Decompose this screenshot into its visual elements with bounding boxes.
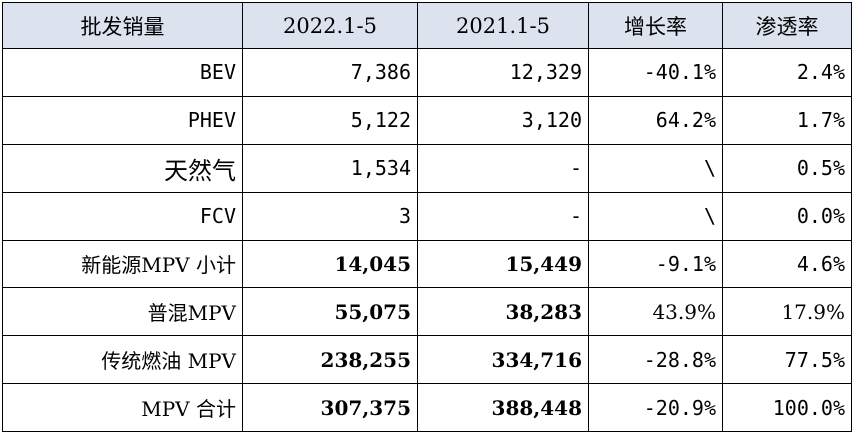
cell-growth: -20.9% <box>588 383 723 432</box>
cell-growth: -28.8% <box>588 335 723 385</box>
cell-2022: 3 <box>242 191 418 241</box>
header-2022: 2022.1-5 <box>242 2 418 49</box>
cell-penetration: 1.7% <box>722 95 852 145</box>
table-row: PHEV 5,122 3,120 64.2% 1.7% <box>2 95 852 145</box>
cell-growth: -40.1% <box>588 48 723 97</box>
cell-2022: 1,534 <box>242 143 418 193</box>
cell-2022: 7,386 <box>242 48 418 97</box>
cell-2022: 307,375 <box>242 383 418 432</box>
row-label: 新能源MPV 小计 <box>2 239 243 289</box>
header-category: 批发销量 <box>2 2 243 49</box>
row-label: 普混MPV <box>2 287 243 337</box>
row-label: 天然气 <box>2 143 243 193</box>
cell-penetration: 2.4% <box>722 48 852 97</box>
table-row: 普混MPV 55,075 38,283 43.9% 17.9% <box>2 287 852 337</box>
cell-2021: 12,329 <box>417 48 589 97</box>
header-2021: 2021.1-5 <box>417 2 589 49</box>
cell-penetration: 4.6% <box>722 239 852 289</box>
cell-penetration: 0.5% <box>722 143 852 193</box>
cell-2021: 3,120 <box>417 95 589 145</box>
row-label: PHEV <box>2 95 243 145</box>
row-label: 传统燃油 MPV <box>2 335 243 385</box>
cell-penetration: 0.0% <box>722 191 852 241</box>
cell-2022: 238,255 <box>242 335 418 385</box>
cell-2022: 55,075 <box>242 287 418 337</box>
table-row: 天然气 1,534 - \ 0.5% <box>2 143 852 193</box>
cell-2021: 334,716 <box>417 335 589 385</box>
cell-growth: 64.2% <box>588 95 723 145</box>
header-row: 批发销量 2022.1-5 2021.1-5 增长率 渗透率 <box>2 2 852 49</box>
cell-2021: - <box>417 143 589 193</box>
table-row: FCV 3 - \ 0.0% <box>2 191 852 241</box>
cell-growth: -9.1% <box>588 239 723 289</box>
cell-penetration: 100.0% <box>722 383 852 432</box>
table-row: 新能源MPV 小计 14,045 15,449 -9.1% 4.6% <box>2 239 852 289</box>
cell-2021: - <box>417 191 589 241</box>
row-label: MPV 合计 <box>2 383 243 432</box>
header-growth: 增长率 <box>588 2 723 49</box>
cell-2022: 5,122 <box>242 95 418 145</box>
cell-2021: 15,449 <box>417 239 589 289</box>
cell-penetration: 17.9% <box>722 287 852 337</box>
cell-penetration: 77.5% <box>722 335 852 385</box>
header-penetration: 渗透率 <box>722 2 852 49</box>
table-row: MPV 合计 307,375 388,448 -20.9% 100.0% <box>2 383 852 432</box>
row-label: FCV <box>2 191 243 241</box>
cell-2021: 38,283 <box>417 287 589 337</box>
table-row: BEV 7,386 12,329 -40.1% 2.4% <box>2 48 852 97</box>
cell-growth: \ <box>588 191 723 241</box>
table-row: 传统燃油 MPV 238,255 334,716 -28.8% 77.5% <box>2 335 852 385</box>
cell-2021: 388,448 <box>417 383 589 432</box>
row-label: BEV <box>2 48 243 97</box>
cell-growth: 43.9% <box>588 287 723 337</box>
cell-growth: \ <box>588 143 723 193</box>
cell-2022: 14,045 <box>242 239 418 289</box>
